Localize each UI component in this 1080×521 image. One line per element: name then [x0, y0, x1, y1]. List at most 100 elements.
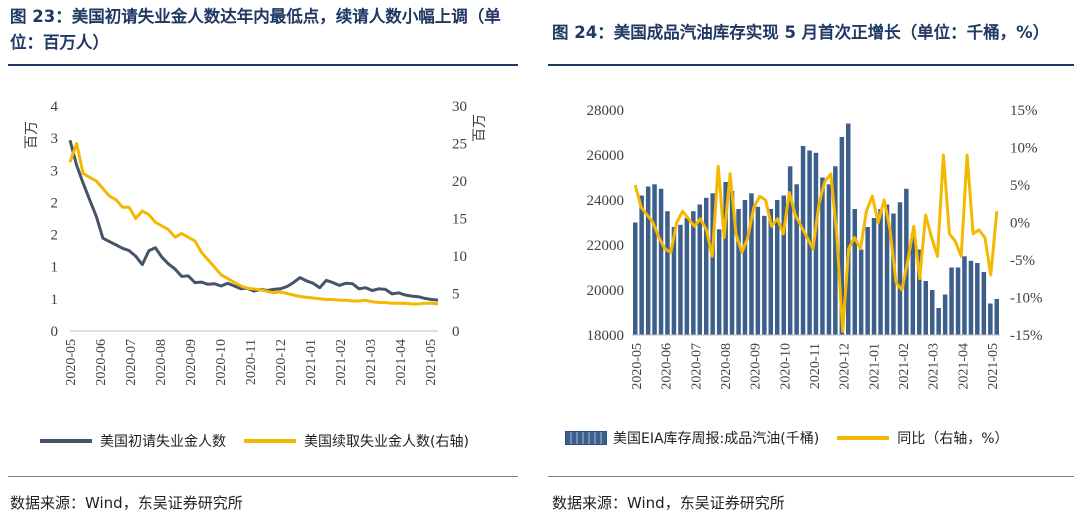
left-x-tick-label: 2021-02	[334, 339, 349, 386]
gasoline-stock-bar	[891, 213, 896, 335]
yoy-y-tick-label: 0%	[1010, 216, 1030, 232]
gasoline-stock-bar	[981, 272, 987, 335]
gasoline-stock-bar	[691, 211, 696, 335]
gasoline-stock-bar	[665, 211, 670, 335]
gasoline-stock-bar	[865, 227, 870, 335]
gasoline-stock-bar	[781, 195, 786, 335]
left-y-tick-label: 1	[51, 260, 59, 276]
left-x-tick-label: 2021-01	[304, 339, 319, 386]
gasoline-stock-bar	[923, 281, 928, 335]
gasoline-stock-bar	[749, 193, 754, 336]
gasoline-stock-bar	[742, 200, 748, 335]
initial-claims-line	[68, 139, 439, 302]
right-y-tick-label: 20	[452, 174, 467, 190]
gasoline-stock-bar	[652, 184, 657, 336]
gasoline-stock-bar	[729, 191, 735, 335]
legend-swatch-initial	[40, 439, 92, 443]
legend-swatch-continuing	[244, 439, 296, 443]
left-x-tick-label: 2021-05	[424, 339, 439, 386]
bar-y-tick-label: 26000	[587, 148, 625, 164]
left-x-tick-label: 2020-06	[94, 339, 109, 386]
gasoline-stock-bar	[994, 299, 999, 335]
right-chart-title: 图 24：美国成品汽油库存实现 5 月首次正增长（单位：千桶，%）	[552, 23, 1050, 42]
left-x-tick-label: 2020-07	[124, 339, 139, 386]
gasoline-stock-bar	[962, 256, 967, 336]
right-y-tick-label: 5	[452, 287, 460, 303]
left-title-rule	[8, 64, 518, 66]
left-y-tick-label: 2	[51, 228, 59, 244]
legend-swatch-bar	[565, 431, 607, 445]
right-x-tick-label: 2021-05	[986, 343, 1001, 390]
right-source: 数据来源：Wind，东吴证券研究所	[552, 494, 785, 512]
gasoline-stock-bar	[833, 166, 838, 336]
continuing-claims-line	[68, 142, 439, 306]
left-x-tick-label: 2021-03	[364, 339, 379, 386]
legend-item-initial-claims: 美国初请失业金人数	[40, 431, 226, 451]
gasoline-stock-bar	[988, 303, 993, 335]
gasoline-stock-bar	[684, 218, 690, 335]
gasoline-stock-bar	[820, 177, 825, 335]
right-x-tick-label: 2020-05	[630, 343, 645, 390]
yoy-y-tick-label: -5%	[1010, 253, 1035, 269]
gasoline-stock-bar	[678, 224, 683, 336]
gasoline-stock-bar	[910, 233, 916, 336]
right-y-tick-label: 0	[452, 324, 460, 340]
gasoline-stock-bar	[762, 215, 767, 336]
gasoline-stock-bar	[942, 294, 948, 335]
gasoline-stock-bar	[897, 202, 903, 336]
gasoline-stock-bar	[846, 123, 851, 335]
gasoline-stock-bar	[858, 249, 864, 335]
legend-item-yoy: 同比（右轴，%）	[837, 428, 1009, 448]
gasoline-stock-bar	[800, 146, 806, 335]
right-y-tick-label: 10	[452, 249, 467, 265]
right-x-tick-label: 2020-07	[689, 343, 704, 390]
gasoline-stock-bar	[839, 137, 845, 335]
gasoline-stock-bar	[768, 209, 773, 335]
gasoline-stock-bar	[871, 218, 877, 335]
gasoline-stock-bar	[704, 197, 709, 336]
gasoline-stock-bar	[633, 222, 638, 335]
gasoline-stock-bar	[852, 209, 857, 335]
bar-y-tick-label: 18000	[587, 328, 625, 344]
legend-item-continuing-claims: 美国续取失业金人数(右轴)	[244, 431, 469, 451]
gasoline-stock-bar	[639, 195, 644, 335]
gasoline-stock-bar	[878, 209, 883, 335]
right-x-tick-label: 2021-02	[897, 343, 912, 390]
left-source: 数据来源：Wind，东吴证券研究所	[10, 494, 243, 512]
left-x-tick-label: 2020-08	[154, 339, 169, 386]
right-x-tick-label: 2020-11	[808, 343, 823, 389]
left-bottom-rule	[8, 476, 518, 477]
legend-swatch-yoy	[837, 436, 890, 440]
left-y-tick-label: 3	[51, 131, 59, 147]
left-x-tick-label: 2020-10	[214, 339, 229, 386]
yoy-y-tick-label: 5%	[1010, 178, 1030, 194]
right-x-tick-label: 2020-10	[778, 343, 793, 390]
gasoline-stock-bar	[826, 184, 832, 336]
left-x-tick-label: 2021-04	[394, 339, 409, 386]
gasoline-stock-bar	[917, 249, 922, 335]
gasoline-stock-bar	[736, 209, 741, 335]
legend-label-bar: 美国EIA库存周报:成品汽油(千桶)	[613, 431, 820, 447]
gasoline-stock-bar	[658, 188, 664, 336]
gasoline-stock-bar	[975, 263, 980, 335]
left-x-tick-label: 2020-12	[274, 339, 289, 386]
left-y-axis-unit: 百万	[24, 121, 40, 149]
left-y-tick-label: 4	[51, 99, 59, 115]
bar-y-tick-label: 20000	[587, 283, 625, 299]
left-y-tick-label: 3	[51, 163, 59, 179]
gasoline-stock-bar	[884, 204, 890, 335]
right-chart: 28000 26000 24000 22000 20000 18000 15% 10% 5% 0%…	[587, 103, 1043, 390]
right-x-tick-label: 2021-04	[956, 343, 971, 390]
legend-label-continuing: 美国续取失业金人数(右轴)	[304, 434, 469, 450]
gasoline-stock-bar	[755, 206, 761, 336]
right-x-tick-label: 2021-01	[867, 343, 882, 390]
gasoline-stock-bar	[697, 204, 702, 335]
left-y-tick-label: 2	[51, 195, 59, 211]
gasoline-stock-bar	[968, 260, 974, 336]
left-legend: 美国初请失业金人数 美国续取失业金人数(右轴)	[40, 431, 487, 451]
left-chart-title: 图 23：美国初请失业金人数达年内最低点，续请人数小幅上调（单位：百万人）	[10, 7, 501, 52]
gasoline-stock-bar	[936, 308, 941, 335]
gasoline-stock-bar	[671, 227, 677, 335]
yoy-y-tick-label: 10%	[1010, 141, 1038, 157]
